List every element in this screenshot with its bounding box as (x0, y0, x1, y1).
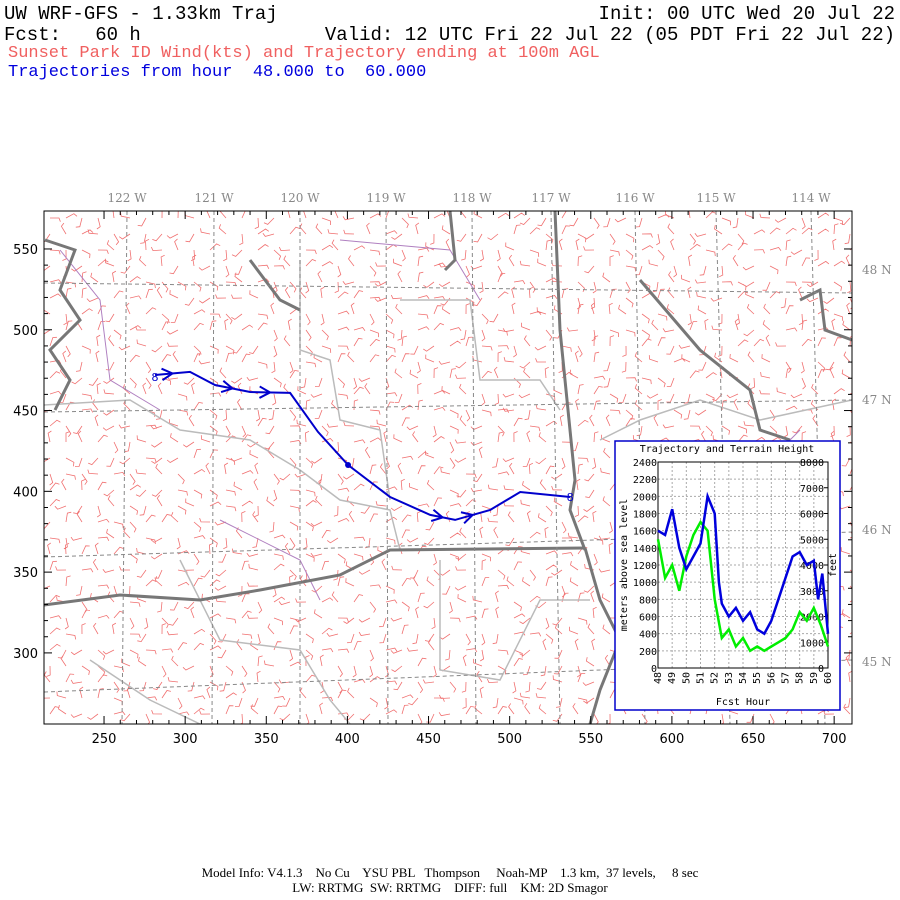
y-axis-label: meters above sea level (619, 499, 630, 631)
y-tick-label: 300 (13, 647, 38, 662)
y-tick-label: 1800 (633, 510, 657, 521)
x-tick-label: 55 (752, 672, 763, 684)
latitude-label: 47 N (862, 393, 892, 407)
x-tick-label: 450 (416, 732, 441, 747)
y2-tick-label: 2000 (800, 613, 824, 624)
subtitle: Sunset Park ID Wind(kts) and Trajectory … (8, 44, 600, 63)
x-tick-label: 350 (254, 732, 279, 747)
x-tick-label: 250 (92, 732, 117, 747)
longitude-label: 122 W (107, 191, 147, 205)
x-axis-label: Fcst Hour (716, 697, 770, 708)
init-time: Init: 00 UTC Wed 20 Jul 22 (599, 3, 895, 25)
longitude-label: 121 W (194, 191, 234, 205)
longitude-label: 117 W (531, 191, 571, 205)
county-borders (44, 260, 852, 724)
latitude-label: 46 N (862, 523, 892, 537)
x-tick-label: 54 (738, 672, 749, 684)
trajectory-dot (345, 461, 352, 468)
y2-tick-label: 1000 (800, 638, 824, 649)
series-line (656, 519, 830, 653)
x-tick-label: 700 (822, 732, 847, 747)
longitude-label: 116 W (615, 191, 655, 205)
longitude-label: 120 W (280, 191, 320, 205)
y-tick-label: 2000 (633, 492, 657, 503)
inset-frame (614, 440, 841, 711)
footer-line: LW: RRTMG SW: RRTMG DIFF: full KM: 2D Sm… (292, 880, 608, 895)
x-tick-label: 58 (795, 672, 806, 684)
title: UW WRF-GFS - 1.33km Traj (4, 3, 278, 25)
x-tick-label: 650 (741, 732, 766, 747)
y-tick-label: 600 (639, 613, 657, 624)
x-tick-label: 53 (724, 672, 735, 684)
y-tick-label: 500 (13, 324, 38, 339)
trajectory-end-label: 8 (567, 491, 574, 505)
latitude-label: 45 N (862, 655, 892, 669)
x-tick-label: 500 (497, 732, 522, 747)
y-tick-label: 550 (13, 243, 38, 258)
longitude-label: 118 W (452, 191, 492, 205)
x-tick-label: 550 (578, 732, 603, 747)
y-tick-label: 200 (639, 647, 657, 658)
x-tick-label: 56 (766, 672, 777, 684)
y-tick-label: 450 (13, 405, 38, 420)
trajectory-arrow (220, 380, 235, 394)
x-tick-label: 600 (659, 732, 684, 747)
y-tick-label: 2400 (633, 458, 657, 469)
y2-axis-label: feet (828, 553, 839, 577)
x-tick-label: 57 (781, 672, 792, 684)
map: 88 (44, 211, 852, 724)
trajectory-start-label: 8 (151, 371, 158, 385)
inset-title: Trajectory and Terrain Height (640, 444, 815, 455)
forecast-hour: Fcst: 60 h (4, 24, 141, 46)
trajectory-arrow (430, 508, 445, 522)
y2-tick-label: 0 (818, 664, 824, 675)
trajectory-arrow (258, 385, 273, 399)
y-tick-label: 400 (639, 630, 657, 641)
longitude-label: 119 W (366, 191, 406, 205)
y-tick-label: 2200 (633, 475, 657, 486)
x-tick-label: 49 (667, 672, 678, 684)
footer-line: Model Info: V4.1.3 No Cu YSU PBL Thompso… (202, 865, 699, 880)
inset-chart: Trajectory and Terrain Height02004006008… (614, 440, 841, 711)
y2-tick-label: 6000 (800, 510, 824, 521)
x-tick-label: 50 (681, 672, 692, 684)
y-tick-label: 0 (651, 664, 657, 675)
y2-tick-label: 7000 (800, 484, 824, 495)
y-tick-label: 1400 (633, 544, 657, 555)
x-tick-label: 60 (823, 672, 834, 684)
y2-tick-label: 8000 (800, 458, 824, 469)
x-tick-label: 59 (809, 672, 820, 684)
series-line (657, 491, 830, 636)
longitude-label: 114 W (791, 191, 831, 205)
y-tick-label: 350 (13, 566, 38, 581)
trajectory-arrow (161, 367, 175, 381)
x-tick-label: 52 (710, 672, 721, 684)
inset-plot-frame (657, 461, 829, 669)
map-frame (43, 210, 853, 725)
y2-tick-label: 4000 (800, 561, 824, 572)
x-tick-label: 48 (653, 672, 664, 684)
x-tick-label: 300 (173, 732, 198, 747)
trajectory-arrow (460, 511, 475, 525)
x-tick-label: 400 (335, 732, 360, 747)
x-tick-label: 51 (696, 672, 707, 684)
y-tick-label: 400 (13, 485, 38, 500)
y-tick-label: 1200 (633, 561, 657, 572)
state-borders (44, 211, 852, 724)
latitude-label: 48 N (862, 263, 892, 277)
y2-tick-label: 5000 (800, 535, 824, 546)
y-tick-label: 800 (639, 595, 657, 606)
y-tick-label: 1600 (633, 527, 657, 538)
trajectory-hours: Trajectories from hour 48.000 to 60.000 (8, 63, 426, 82)
y-tick-label: 1000 (633, 578, 657, 589)
valid-time: Valid: 12 UTC Fri 22 Jul 22 (05 PDT Fri … (325, 24, 895, 46)
y2-tick-label: 3000 (800, 587, 824, 598)
longitude-label: 115 W (696, 191, 736, 205)
